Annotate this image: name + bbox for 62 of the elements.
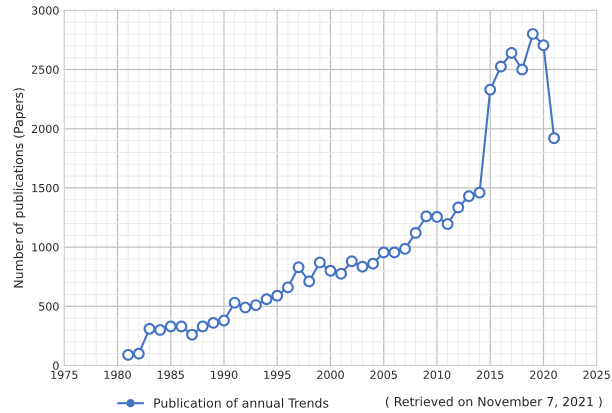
x-tick-label: 2020 bbox=[530, 370, 557, 379]
point bbox=[420, 210, 432, 222]
x-tick-label: 1985 bbox=[158, 370, 184, 379]
y-tick-label: 2500 bbox=[32, 65, 59, 74]
y-tick-label: 1500 bbox=[32, 184, 59, 192]
point bbox=[494, 60, 507, 72]
x-tick-label: 1975 bbox=[51, 370, 78, 379]
x-tick-label: 1990 bbox=[211, 370, 238, 379]
x-tick-label: 1995 bbox=[264, 370, 290, 379]
point bbox=[218, 314, 230, 326]
point bbox=[474, 186, 486, 199]
point bbox=[144, 322, 156, 335]
point bbox=[526, 28, 539, 40]
point bbox=[164, 320, 177, 332]
point bbox=[196, 320, 209, 332]
point bbox=[324, 264, 336, 277]
text: ( Retrieved on November 7, 2021 ) bbox=[386, 396, 602, 408]
point bbox=[367, 258, 379, 270]
point bbox=[239, 302, 252, 314]
x-tick-label: 1980 bbox=[104, 370, 131, 379]
point bbox=[410, 227, 422, 239]
point bbox=[484, 84, 496, 96]
point bbox=[250, 299, 262, 312]
point bbox=[186, 328, 198, 341]
point bbox=[292, 261, 304, 274]
point bbox=[260, 293, 272, 306]
point bbox=[442, 218, 454, 230]
point bbox=[132, 348, 145, 360]
point bbox=[228, 296, 241, 309]
y-tick-label: 2000 bbox=[32, 124, 59, 134]
point bbox=[516, 64, 528, 76]
y-tick-label: 3000 bbox=[32, 6, 59, 15]
x-tick-label: 2025 bbox=[583, 370, 610, 379]
point bbox=[452, 202, 464, 214]
legend-label: Publication of annual Trends bbox=[154, 398, 328, 408]
point bbox=[431, 211, 443, 223]
x-tick-label: 2015 bbox=[476, 370, 504, 379]
y-axis-title: Number of publications (Papers) bbox=[13, 88, 26, 288]
point bbox=[335, 268, 348, 280]
point bbox=[378, 246, 390, 258]
point bbox=[175, 320, 188, 332]
point bbox=[207, 316, 220, 329]
point bbox=[538, 39, 550, 52]
point bbox=[506, 47, 518, 59]
point bbox=[388, 246, 400, 258]
point bbox=[463, 190, 475, 202]
point bbox=[548, 132, 560, 144]
point bbox=[314, 256, 326, 268]
point bbox=[282, 281, 294, 294]
point bbox=[154, 324, 166, 336]
y-tick-label: 1000 bbox=[32, 243, 59, 252]
y-tick-label: 0 bbox=[53, 361, 59, 370]
x-tick-label: 2005 bbox=[370, 370, 397, 379]
point bbox=[399, 242, 411, 255]
point bbox=[271, 290, 284, 302]
point bbox=[303, 276, 316, 288]
point bbox=[346, 255, 358, 268]
y-tick-label: 500 bbox=[39, 302, 59, 311]
point bbox=[356, 260, 368, 273]
x-tick-label: 2000 bbox=[317, 370, 344, 379]
x-tick-label: 2010 bbox=[424, 370, 450, 379]
point bbox=[122, 348, 134, 361]
